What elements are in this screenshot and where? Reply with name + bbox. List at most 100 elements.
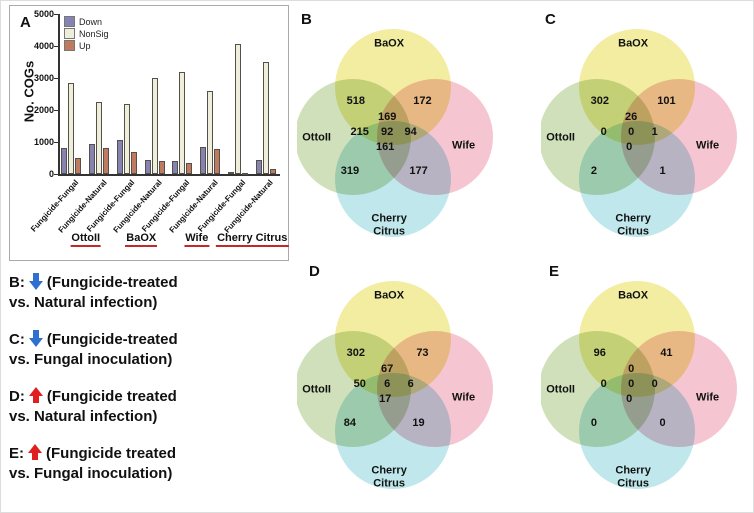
note-d: D: (Fungicide treated vs. Natural infecti… <box>9 387 259 427</box>
note-line: B: (Fungicide-treated <box>9 273 259 293</box>
venn-count: 19 <box>412 416 425 429</box>
bar-chart: A No. COGs Down NonSig Up 0 1000 2000 3000 4… <box>10 6 289 260</box>
venn-count: 0 <box>600 126 607 139</box>
venn-count: 302 <box>346 347 365 360</box>
cherry-citrus-circle <box>335 121 451 237</box>
up-arrow-icon <box>28 444 42 461</box>
note-key: D: <box>9 388 25 405</box>
note-e: E: (Fungicide treated vs. Fungal inoculat… <box>9 444 259 484</box>
y-tick-mark <box>54 46 58 47</box>
venn-count: 50 <box>353 378 366 391</box>
set-label-wife: Wife <box>452 139 476 152</box>
venn-count: 1 <box>651 126 658 139</box>
venn-count: 161 <box>376 141 395 154</box>
x-tick-label: Fungicide-Natural <box>111 178 164 235</box>
bar-nonsig-4 <box>179 71 185 174</box>
venn-diagram <box>541 29 737 237</box>
group-label-ottoii: OttoII <box>70 232 102 247</box>
note-text: (Fungicide-treated <box>46 274 178 291</box>
y-tick-mark <box>54 142 58 143</box>
note-text: vs. Natural infection) <box>9 408 158 425</box>
bar-down-4 <box>172 161 178 174</box>
note-text: (Fungicide treated <box>46 388 177 405</box>
venn-count: 2 <box>590 164 597 177</box>
cherry-citrus-circle <box>335 373 451 489</box>
bar-chart-panel: A No. COGs Down NonSig Up 0 1000 2000 3000 4… <box>9 5 289 261</box>
set-label-wife: Wife <box>696 391 720 404</box>
panel-label-b: B <box>301 11 312 28</box>
chart-legend: Down NonSig Up <box>64 16 109 52</box>
venn-count: 172 <box>413 95 432 108</box>
panel-label-e: E <box>549 263 560 280</box>
legend-item-nonsig: NonSig <box>64 28 109 39</box>
venn-count: 518 <box>346 95 365 108</box>
bar-up-0 <box>75 158 81 174</box>
venn-count: 84 <box>343 416 357 429</box>
set-label-ottoii: OttoII <box>546 384 575 397</box>
bar-down-5 <box>200 146 206 174</box>
y-tick-label: 3000 <box>33 73 54 83</box>
bar-down-7 <box>256 160 262 174</box>
venn-panel-d: D BaOX OttoII Wife Cherry Citrus 302 73 … <box>297 259 493 507</box>
venn-count: 101 <box>657 95 676 108</box>
venn-count: 26 <box>625 111 638 124</box>
set-label-baox: BaOX <box>374 289 405 302</box>
venn-count: 17 <box>379 393 392 406</box>
bar-up-3 <box>159 160 165 174</box>
set-label-ottoii: OttoII <box>546 132 575 145</box>
venn-panel-e: E BaOX OttoII Wife Cherry Citrus 96 41 0… <box>541 259 737 507</box>
set-label-cherry-citrus: Cherry Citrus <box>371 212 407 238</box>
y-axis-title: No. COGs <box>21 60 37 123</box>
venn-count: 0 <box>628 378 635 391</box>
venn-count: 0 <box>628 126 635 139</box>
legend-swatch-up <box>64 40 75 51</box>
x-tick-label: Fungicide-Fungal <box>29 178 81 234</box>
y-tick-mark <box>54 14 58 15</box>
note-text: vs. Fungal inoculation) <box>9 351 173 368</box>
set-label-wife: Wife <box>452 391 476 404</box>
panel-label-c: C <box>545 11 556 28</box>
x-tick-label: Fungicide-Natural <box>222 178 275 235</box>
set-label-baox: BaOX <box>374 37 405 50</box>
venn-panel-b: B BaOX OttoII Wife Cherry Citrus 518 172… <box>297 7 493 255</box>
set-label-cherry-citrus: Cherry Citrus <box>615 464 651 490</box>
panel-key-notes: B: (Fungicide-treated vs. Natural infecti… <box>9 273 259 501</box>
legend-item-down: Down <box>64 16 109 27</box>
bar-nonsig-1 <box>96 102 102 174</box>
group-label-baox: BaOX <box>125 232 158 247</box>
bar-up-5 <box>214 149 220 174</box>
bar-nonsig-2 <box>124 103 130 174</box>
venn-count: 0 <box>600 378 607 391</box>
bar-nonsig-6 <box>235 44 241 174</box>
venn-count: 0 <box>628 363 635 376</box>
set-label-wife: Wife <box>696 139 720 152</box>
x-tick-label: Fungicide-Natural <box>167 178 220 235</box>
venn-count: 92 <box>381 126 394 139</box>
panel-label-a: A <box>20 14 31 31</box>
venn-count: 0 <box>626 393 633 406</box>
venn-diagram <box>541 281 737 489</box>
venn-count: 0 <box>651 378 658 391</box>
group-label-wife: Wife <box>184 232 210 247</box>
bar-down-1 <box>89 143 95 174</box>
venn-count: 215 <box>350 126 369 139</box>
venn-diagram <box>297 281 493 489</box>
venn-diagram <box>297 29 493 237</box>
bar-down-0 <box>61 148 67 174</box>
set-label-ottoii: OttoII <box>302 384 331 397</box>
set-label-ottoii: OttoII <box>302 132 331 145</box>
venn-count: 6 <box>407 378 414 391</box>
bar-nonsig-3 <box>152 78 158 174</box>
y-axis-line <box>58 14 60 174</box>
note-text: vs. Fungal inoculation) <box>9 465 173 482</box>
bar-down-2 <box>117 140 123 174</box>
x-tick-label: Fungicide-Fungal <box>84 178 137 234</box>
bar-nonsig-7 <box>263 62 269 174</box>
venn-count: 94 <box>404 126 417 139</box>
bar-down-6 <box>228 172 234 175</box>
y-tick-label: 0 <box>48 169 54 179</box>
set-label-baox: BaOX <box>618 289 649 302</box>
venn-count: 302 <box>590 95 609 108</box>
legend-label-up: Up <box>79 40 91 51</box>
